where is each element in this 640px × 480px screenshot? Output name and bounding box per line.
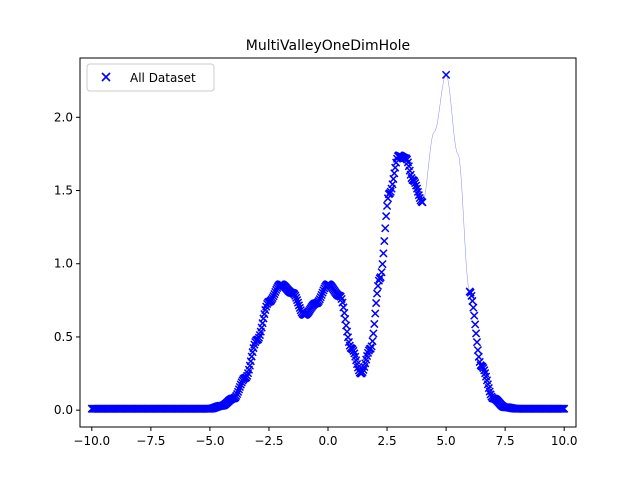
data-point bbox=[254, 333, 264, 342]
data-point bbox=[369, 329, 378, 338]
x-tick-label: 2.5 bbox=[378, 434, 397, 448]
data-point bbox=[316, 292, 325, 302]
data-point bbox=[418, 198, 427, 207]
data-point bbox=[336, 292, 345, 301]
data-point bbox=[235, 382, 245, 392]
x-tick-label: 5.0 bbox=[437, 434, 456, 448]
data-point bbox=[270, 289, 279, 299]
data-point bbox=[473, 345, 483, 355]
data-point bbox=[377, 268, 386, 277]
data-point bbox=[469, 303, 478, 312]
data-point bbox=[317, 290, 326, 300]
data-point bbox=[318, 288, 327, 297]
data-point bbox=[382, 212, 391, 221]
data-point bbox=[358, 367, 367, 377]
data-point bbox=[411, 178, 420, 188]
y-tick-label: 2.0 bbox=[54, 110, 73, 124]
data-point bbox=[269, 292, 278, 301]
data-point bbox=[233, 389, 242, 399]
legend-marker-x-icon bbox=[101, 72, 111, 82]
data-point bbox=[366, 344, 375, 353]
data-point bbox=[233, 387, 243, 396]
data-point bbox=[381, 224, 390, 233]
chart-title: MultiValleyOneDimHole bbox=[246, 38, 410, 54]
y-tick-label: 1.0 bbox=[54, 257, 73, 271]
data-point bbox=[372, 298, 381, 308]
data-point bbox=[293, 298, 303, 307]
data-point bbox=[468, 296, 477, 306]
data-point bbox=[560, 404, 569, 413]
data-point bbox=[372, 289, 382, 298]
x-tick-label: 7.5 bbox=[496, 434, 515, 448]
y-tick-label: 1.5 bbox=[54, 184, 73, 198]
data-point bbox=[243, 371, 252, 380]
data-point bbox=[402, 155, 412, 164]
data-point bbox=[378, 259, 387, 269]
data-point bbox=[471, 329, 481, 338]
data-point bbox=[262, 302, 271, 311]
data-point bbox=[471, 320, 480, 329]
data-point bbox=[370, 319, 379, 329]
data-point bbox=[371, 309, 380, 318]
y-tick-label: 0.5 bbox=[54, 330, 73, 344]
legend-label: All Dataset bbox=[130, 71, 196, 85]
x-axis: −10.0 −7.5 −5.0 −2.5 0.0 2.5 5.0 7.5 10.0 bbox=[73, 427, 578, 448]
data-point bbox=[315, 295, 324, 304]
data-point bbox=[294, 301, 304, 310]
data-point bbox=[292, 293, 301, 302]
data-point bbox=[368, 337, 377, 346]
data-point bbox=[472, 338, 482, 347]
x-tick-label: −2.5 bbox=[254, 434, 283, 448]
data-point bbox=[234, 385, 244, 394]
data-point bbox=[292, 295, 302, 305]
legend: All Dataset bbox=[86, 63, 215, 92]
data-point bbox=[295, 303, 304, 313]
y-axis: 0.0 0.5 1.0 1.5 2.0 bbox=[54, 110, 80, 417]
data-point bbox=[479, 363, 488, 373]
data-point bbox=[470, 311, 479, 320]
x-tick-label: −5.0 bbox=[195, 434, 224, 448]
x-tick-label: −7.5 bbox=[136, 434, 165, 448]
data-point bbox=[379, 249, 388, 258]
y-tick-label: 0.0 bbox=[54, 403, 73, 417]
data-point bbox=[349, 346, 358, 355]
data-point bbox=[380, 236, 389, 246]
data-point bbox=[382, 201, 392, 211]
legend-box bbox=[86, 63, 215, 92]
data-point bbox=[250, 340, 259, 349]
x-tick-label: 0.0 bbox=[318, 434, 337, 448]
x-tick-label: 10.0 bbox=[551, 434, 578, 448]
x-tick-label: −10.0 bbox=[73, 434, 110, 448]
data-point bbox=[341, 314, 350, 324]
data-point bbox=[291, 291, 300, 300]
data-markers bbox=[87, 70, 569, 413]
data-point-peak bbox=[441, 70, 451, 79]
